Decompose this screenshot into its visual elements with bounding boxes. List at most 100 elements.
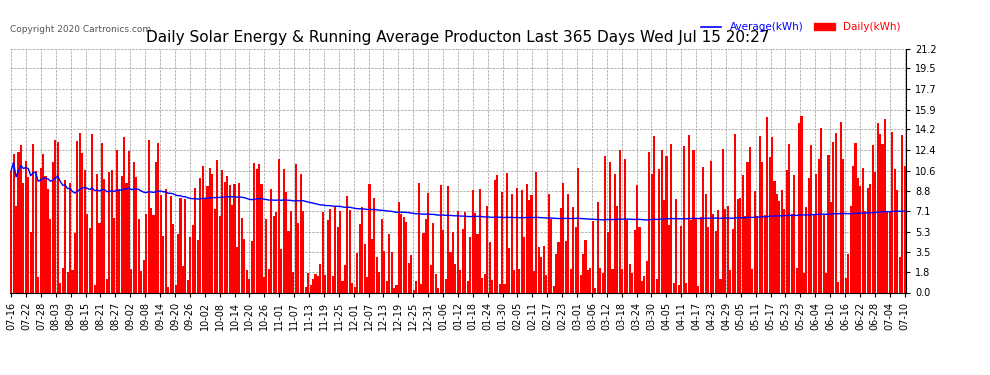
- Bar: [725, 209, 727, 292]
- Bar: [50, 219, 51, 292]
- Bar: [212, 174, 214, 292]
- Bar: [645, 261, 647, 292]
- Bar: [231, 205, 233, 292]
- Bar: [310, 285, 312, 292]
- Bar: [287, 231, 289, 292]
- Bar: [194, 189, 196, 292]
- Bar: [209, 168, 211, 292]
- Bar: [172, 224, 174, 292]
- Bar: [54, 140, 56, 292]
- Bar: [904, 166, 906, 292]
- Bar: [867, 189, 869, 292]
- Bar: [403, 217, 405, 292]
- Bar: [668, 225, 670, 292]
- Bar: [891, 132, 893, 292]
- Legend: Average(kWh), Daily(kWh): Average(kWh), Daily(kWh): [701, 22, 901, 32]
- Bar: [678, 285, 680, 292]
- Bar: [614, 174, 616, 292]
- Bar: [486, 206, 488, 292]
- Title: Daily Solar Energy & Running Average Producton Last 365 Days Wed Jul 15 20:27: Daily Solar Energy & Running Average Pro…: [147, 30, 769, 45]
- Bar: [680, 226, 682, 292]
- Bar: [395, 285, 398, 292]
- Bar: [560, 208, 562, 292]
- Bar: [683, 146, 685, 292]
- Bar: [10, 171, 12, 292]
- Bar: [182, 266, 184, 292]
- Bar: [536, 172, 538, 292]
- Bar: [791, 214, 793, 292]
- Bar: [874, 172, 876, 292]
- Bar: [270, 189, 272, 292]
- Bar: [700, 216, 702, 292]
- Bar: [579, 275, 582, 292]
- Bar: [246, 270, 248, 292]
- Bar: [202, 166, 204, 292]
- Bar: [572, 207, 574, 292]
- Bar: [889, 212, 891, 292]
- Bar: [778, 201, 780, 292]
- Bar: [555, 254, 557, 292]
- Bar: [489, 242, 491, 292]
- Bar: [234, 184, 236, 292]
- Bar: [547, 194, 549, 292]
- Bar: [146, 214, 148, 292]
- Bar: [685, 283, 687, 292]
- Bar: [857, 178, 859, 292]
- Bar: [79, 133, 81, 292]
- Bar: [438, 288, 440, 292]
- Bar: [386, 281, 388, 292]
- Bar: [164, 189, 166, 292]
- Bar: [93, 285, 96, 292]
- Bar: [435, 274, 437, 292]
- Bar: [418, 183, 420, 292]
- Bar: [154, 162, 157, 292]
- Bar: [744, 216, 746, 292]
- Bar: [214, 209, 216, 292]
- Bar: [695, 219, 697, 292]
- Bar: [766, 117, 768, 292]
- Bar: [250, 241, 252, 292]
- Bar: [631, 273, 634, 292]
- Bar: [258, 164, 260, 292]
- Bar: [263, 277, 265, 292]
- Bar: [373, 198, 375, 292]
- Bar: [98, 223, 101, 292]
- Bar: [241, 219, 243, 292]
- Bar: [574, 227, 577, 292]
- Bar: [410, 255, 412, 292]
- Bar: [707, 227, 709, 292]
- Bar: [366, 277, 368, 292]
- Bar: [317, 276, 319, 292]
- Bar: [899, 257, 901, 292]
- Bar: [624, 159, 626, 292]
- Bar: [315, 274, 317, 292]
- Bar: [413, 290, 415, 292]
- Bar: [461, 230, 464, 292]
- Bar: [521, 190, 523, 292]
- Bar: [531, 195, 533, 292]
- Bar: [307, 273, 309, 292]
- Bar: [828, 155, 830, 292]
- Bar: [516, 188, 518, 292]
- Bar: [282, 170, 285, 292]
- Bar: [496, 175, 498, 292]
- Bar: [653, 136, 655, 292]
- Bar: [152, 215, 154, 292]
- Bar: [599, 268, 601, 292]
- Bar: [15, 206, 17, 292]
- Bar: [148, 141, 149, 292]
- Bar: [793, 175, 795, 292]
- Bar: [106, 279, 108, 292]
- Bar: [174, 285, 176, 292]
- Bar: [584, 240, 586, 292]
- Bar: [629, 264, 631, 292]
- Bar: [376, 257, 378, 292]
- Bar: [469, 237, 471, 292]
- Bar: [184, 199, 186, 292]
- Bar: [61, 268, 63, 292]
- Bar: [722, 149, 724, 292]
- Bar: [18, 153, 20, 292]
- Bar: [47, 189, 49, 292]
- Bar: [697, 285, 700, 292]
- Bar: [56, 142, 58, 292]
